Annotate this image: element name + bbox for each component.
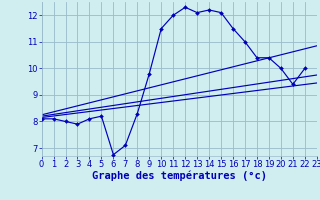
X-axis label: Graphe des températures (°c): Graphe des températures (°c) — [92, 171, 267, 181]
